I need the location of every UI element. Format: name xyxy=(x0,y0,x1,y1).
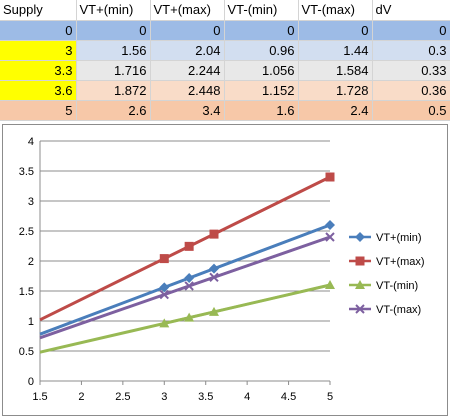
table-cell[interactable]: 2.448 xyxy=(150,80,225,101)
data-point[interactable] xyxy=(184,273,195,284)
table-cell[interactable]: 1.716 xyxy=(76,60,151,81)
header-cell-supply[interactable]: Supply xyxy=(0,0,77,21)
table-row: 3.6 1.872 2.448 1.152 1.728 0.36 xyxy=(0,80,450,101)
data-point[interactable] xyxy=(184,312,195,322)
table-cell[interactable]: 1.584 xyxy=(298,60,373,81)
table-row: 3 1.56 2.04 0.96 1.44 0.3 xyxy=(0,40,450,61)
chart-area[interactable]: 0 0.5 1 1.5 2 2.5 3 3.5 4 1.5 2 2.5 3 3.5 4 4.5 5 VT+(min… xyxy=(2,124,448,416)
data-point[interactable] xyxy=(209,272,219,283)
x-tick-label: 4.5 xyxy=(281,391,296,403)
table-cell[interactable]: 5 xyxy=(0,100,77,121)
table-cell[interactable]: 2.4 xyxy=(298,100,373,121)
y-tick-label: 0.5 xyxy=(19,346,34,358)
table-cell[interactable]: 0.96 xyxy=(224,40,299,61)
table-cell[interactable]: 0 xyxy=(76,20,151,41)
y-tick-label: 0 xyxy=(28,376,34,388)
table-cell[interactable]: 2.6 xyxy=(76,100,151,121)
legend-marker[interactable] xyxy=(355,280,365,289)
table-cell[interactable]: 3.3 xyxy=(0,60,77,81)
table-cell[interactable]: 1.728 xyxy=(298,80,373,101)
table-cell[interactable]: 1.44 xyxy=(298,40,373,61)
table-cell[interactable]: 0 xyxy=(224,20,299,41)
data-point[interactable] xyxy=(159,289,169,300)
table-cell[interactable]: 0 xyxy=(372,20,450,41)
data-point[interactable] xyxy=(209,263,219,274)
data-point[interactable] xyxy=(159,254,169,264)
data-point[interactable] xyxy=(325,280,335,289)
header-cell-vtp-min[interactable]: VT+(min) xyxy=(76,0,151,21)
x-tick-label: 2 xyxy=(78,391,84,403)
y-tick-label: 3 xyxy=(28,196,34,208)
y-tick-label: 2.5 xyxy=(19,226,34,238)
table-cell[interactable]: 2.04 xyxy=(150,40,225,61)
data-point[interactable] xyxy=(209,229,219,239)
table-cell[interactable]: 0.3 xyxy=(372,40,450,61)
y-tick-label: 3.5 xyxy=(19,166,34,178)
x-tick-label: 3 xyxy=(161,391,167,403)
table-cell[interactable]: 1.152 xyxy=(224,80,299,101)
table-row: 5 2.6 3.4 1.6 2.4 0.5 xyxy=(0,100,450,121)
legend-marker[interactable] xyxy=(355,232,365,242)
table-cell[interactable]: 1.056 xyxy=(224,60,299,81)
data-point[interactable] xyxy=(325,232,335,242)
x-tick-label: 4 xyxy=(244,391,250,403)
table-cell[interactable]: 3.4 xyxy=(150,100,225,121)
header-cell-dv[interactable]: dV xyxy=(372,0,450,21)
data-point[interactable] xyxy=(184,241,194,251)
table-cell[interactable]: 1.56 xyxy=(76,40,151,61)
x-tick-label: 3.5 xyxy=(198,391,213,403)
table-row: 3.3 1.716 2.244 1.056 1.584 0.33 xyxy=(0,60,450,81)
legend-label: VT+(max) xyxy=(376,256,425,268)
x-tick-label: 5 xyxy=(327,391,333,403)
header-row: Supply VT+(min) VT+(max) VT-(min) VT-(ma… xyxy=(0,0,450,21)
series-line-VT+(min) xyxy=(163,223,331,289)
legend-marker[interactable] xyxy=(355,304,365,314)
line-chart: 0 0.5 1 1.5 2 2.5 3 3.5 4 1.5 2 2.5 3 3.5 4 4.5 5 VT+(min… xyxy=(19,136,425,403)
y-tick-label: 1.5 xyxy=(19,286,34,298)
table-cell[interactable]: 0 xyxy=(0,20,77,41)
x-tick-label: 1.5 xyxy=(32,391,47,403)
data-point[interactable] xyxy=(159,282,170,293)
series-line-VT-(max) xyxy=(163,235,331,296)
header-cell-vtm-max[interactable]: VT-(max) xyxy=(298,0,373,21)
table-row: 0 0 0 0 0 0 xyxy=(0,20,450,41)
header-cell-vtm-min[interactable]: VT-(min) xyxy=(224,0,299,21)
table-cell[interactable]: 0.5 xyxy=(372,100,450,121)
legend-label: VT-(min) xyxy=(376,280,418,292)
data-point[interactable] xyxy=(325,172,335,182)
x-tick-label: 2.5 xyxy=(115,391,130,403)
table-cell[interactable]: 0 xyxy=(298,20,373,41)
series-line-VT+(max) xyxy=(163,175,331,260)
header-cell-vtp-max[interactable]: VT+(max) xyxy=(150,0,225,21)
data-point[interactable] xyxy=(184,281,194,291)
table-cell[interactable]: 1.872 xyxy=(76,80,151,101)
legend-label: VT-(max) xyxy=(376,304,421,316)
table-cell[interactable]: 0.36 xyxy=(372,80,450,101)
spreadsheet-table: Supply VT+(min) VT+(max) VT-(min) VT-(ma… xyxy=(0,0,450,121)
series-line-VT-(min) xyxy=(164,283,331,325)
data-point[interactable] xyxy=(159,318,170,328)
table-cell[interactable]: 0.33 xyxy=(372,60,450,81)
legend-label: VT+(min) xyxy=(376,232,422,244)
table-cell[interactable]: 1.6 xyxy=(224,100,299,121)
y-tick-label: 2 xyxy=(28,256,34,268)
table-cell[interactable]: 3 xyxy=(0,40,77,61)
data-point[interactable] xyxy=(209,306,219,316)
table-cell[interactable]: 0 xyxy=(150,20,225,41)
y-tick-label: 4 xyxy=(28,136,34,148)
legend-marker[interactable] xyxy=(355,256,365,266)
data-point[interactable] xyxy=(325,220,335,230)
table-cell[interactable]: 2.244 xyxy=(150,60,225,81)
table-cell[interactable]: 3.6 xyxy=(0,80,77,101)
y-tick-label: 1 xyxy=(28,316,34,328)
